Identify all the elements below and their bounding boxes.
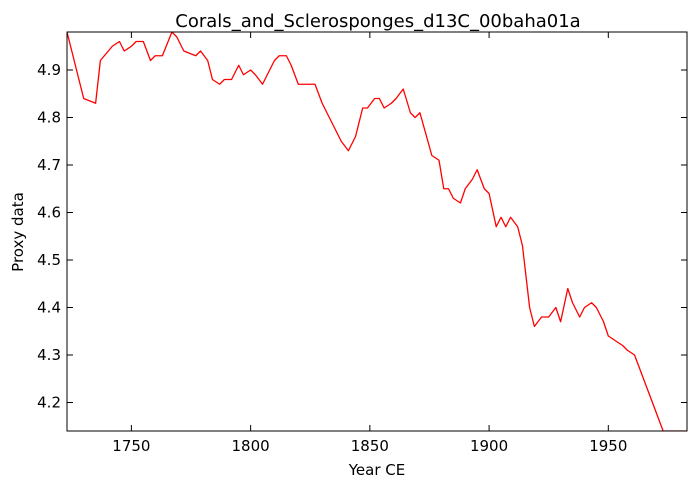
- x-tick-label: 1900: [470, 437, 508, 455]
- x-tick-label: 1800: [232, 437, 270, 455]
- y-tick-label: 4.7: [37, 156, 61, 174]
- series-line-1: [67, 32, 687, 431]
- x-tick-label: 1750: [112, 437, 150, 455]
- x-axis-label: Year CE: [348, 461, 405, 479]
- y-tick-label: 4.2: [37, 394, 61, 412]
- y-tick-label: 4.9: [37, 61, 61, 79]
- y-tick-label: 4.3: [37, 346, 61, 364]
- y-axis-label: Proxy data: [9, 192, 27, 272]
- y-tick-label: 4.4: [37, 299, 61, 317]
- x-tick-label: 1850: [351, 437, 389, 455]
- x-axis: 1750 1800 1850 1900 1950: [112, 32, 627, 455]
- chart-title: Corals_and_Sclerosponges_d13C_00baha01a: [175, 11, 580, 32]
- y-tick-label: 4.6: [37, 204, 61, 222]
- plot-area: [67, 32, 687, 431]
- y-tick-label: 4.5: [37, 251, 61, 269]
- x-tick-label: 1950: [589, 437, 627, 455]
- y-tick-label: 4.8: [37, 109, 61, 127]
- plot-frame: [66, 31, 688, 432]
- y-axis: 4.2 4.3 4.4 4.5 4.6 4.7 4.8 4.9: [37, 61, 687, 412]
